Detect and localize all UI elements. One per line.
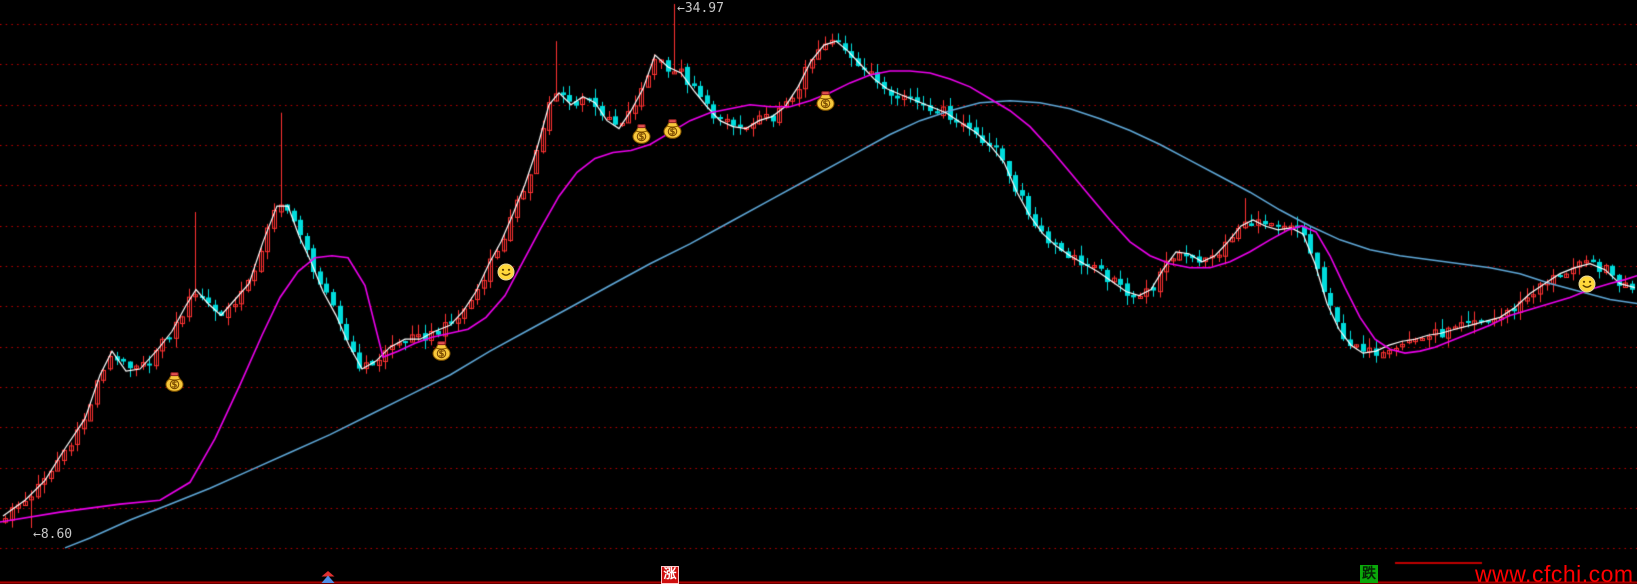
- rise-stamp: 涨: [661, 566, 679, 584]
- watermark: www.cfchi.com: [1475, 561, 1634, 584]
- fall-stamp: 跌: [1360, 565, 1378, 583]
